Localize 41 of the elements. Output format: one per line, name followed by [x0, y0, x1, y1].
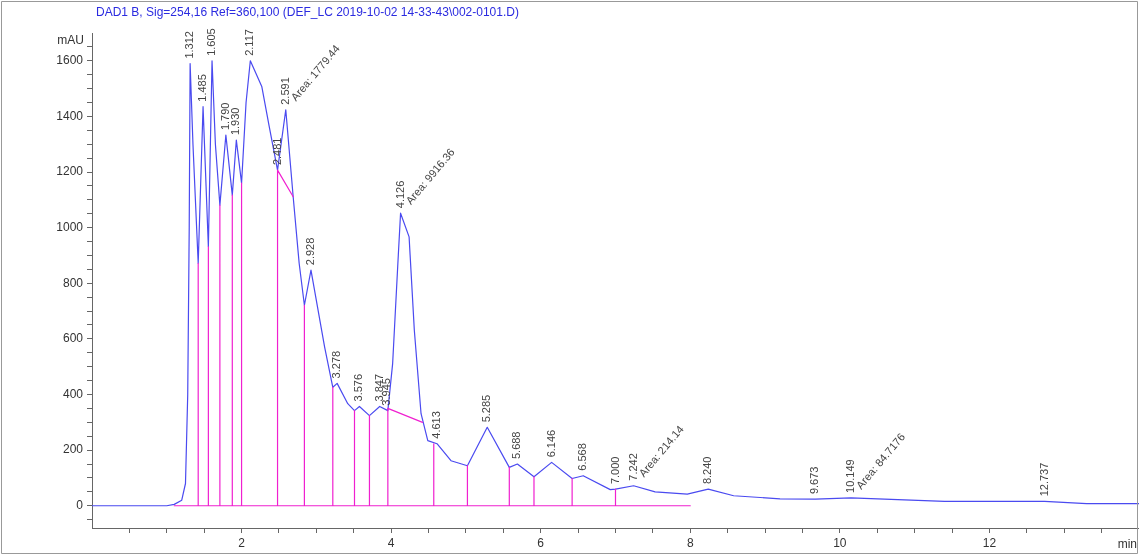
- annotation: 1.930: [229, 107, 242, 136]
- x-tick-label: 8: [686, 535, 694, 550]
- y-tick-label: 600: [62, 331, 84, 346]
- annotation: 4.126: [393, 180, 406, 209]
- annotation: 9.673: [808, 466, 821, 495]
- y-tick-label: 1000: [56, 219, 84, 234]
- annotation: 8.240: [701, 456, 714, 485]
- annotation: 6.568: [576, 443, 589, 471]
- annotation: 3.278: [330, 350, 343, 379]
- y-tick-label: 1200: [56, 164, 84, 179]
- annotation: 2.481: [270, 137, 283, 166]
- annotation: 2.591: [278, 77, 291, 105]
- y-tick-label: 800: [62, 275, 84, 290]
- x-tick-label: 12: [982, 535, 997, 550]
- annotation: 6.146: [544, 429, 557, 458]
- annotation: 10.149: [844, 459, 857, 493]
- annotation: 3.576: [352, 373, 365, 402]
- annotation: 1.605: [205, 28, 218, 56]
- x-tick-label: 2: [238, 535, 246, 550]
- annotation: 4.613: [430, 411, 443, 439]
- y-tick-label: 200: [62, 442, 84, 457]
- annotation: 1.312: [183, 31, 196, 59]
- y-tick-label: 0: [76, 498, 84, 513]
- annotation: 7.242: [626, 453, 639, 481]
- x-axis-title: min: [1117, 537, 1137, 552]
- annotation: 1.790: [218, 102, 231, 131]
- y-tick-label: 400: [62, 386, 84, 401]
- x-tick-label: 6: [537, 535, 545, 550]
- x-tick-label: 10: [833, 535, 847, 550]
- annotation: 5.688: [510, 431, 523, 460]
- annotation: 2.928: [304, 237, 316, 266]
- y-tick-label: 1400: [56, 108, 84, 123]
- annotation: 1.485: [196, 74, 209, 102]
- annotation: 2.117: [243, 29, 256, 56]
- chart-title: DAD1 B, Sig=254,16 Ref=360,100 (DEF_LC 2019-10-02 14-33-43\002-0101.D): [96, 5, 519, 20]
- y-tick-label: 1600: [56, 53, 84, 68]
- annotation: 7.000: [608, 456, 621, 485]
- annotation: 12.737: [1037, 462, 1050, 497]
- y-axis-title: mAU: [57, 33, 84, 48]
- annotation: 5.285: [480, 394, 493, 423]
- x-tick-label: 4: [387, 535, 395, 550]
